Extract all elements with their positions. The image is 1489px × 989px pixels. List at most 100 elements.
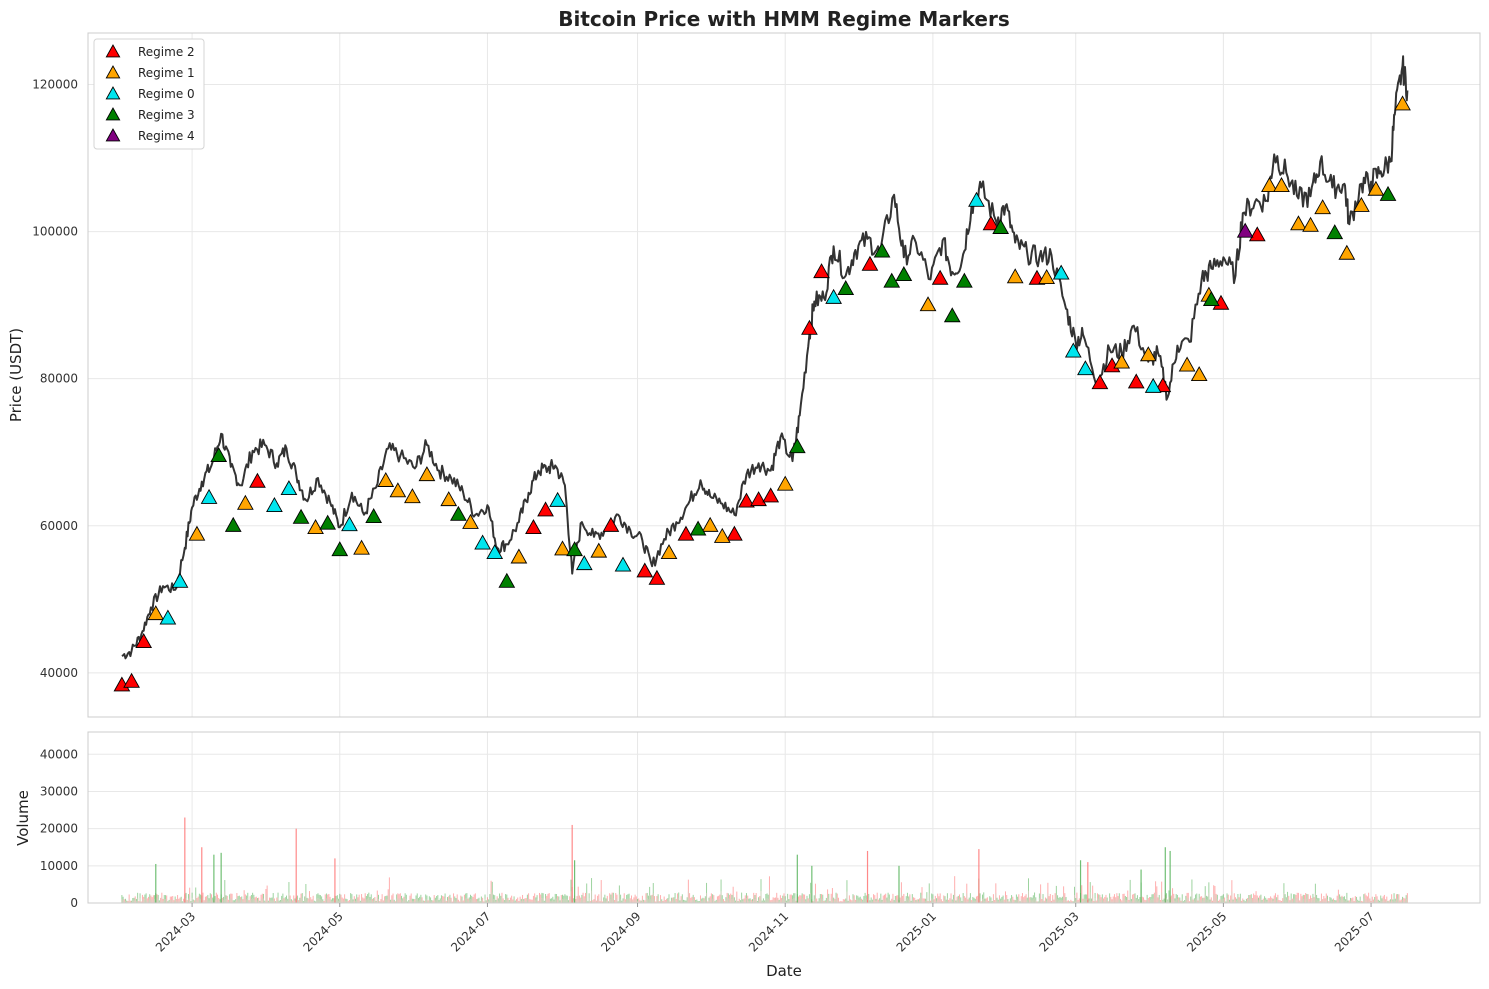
regime-marker [1144, 377, 1162, 393]
legend: Regime 2 Regime 1 Regime 0 Regime 3 Regime 4 [93, 38, 205, 150]
regime-marker [575, 555, 593, 571]
regime-marker [389, 482, 407, 498]
price-y-axis-label: Price (USDT) [7, 328, 25, 422]
legend-marker [105, 107, 121, 121]
regime-marker [537, 501, 554, 517]
regime-marker [726, 525, 743, 541]
regime-marker [1302, 216, 1319, 232]
regime-marker [614, 556, 632, 572]
regime-marker [236, 494, 254, 510]
regime-marker [486, 544, 504, 560]
regime-marker [873, 242, 891, 258]
regime-marker [377, 471, 395, 487]
regime-marker [837, 280, 855, 295]
regime-marker [440, 491, 458, 507]
regime-marker [418, 466, 436, 482]
regime-marker [1113, 353, 1131, 369]
regime-marker [224, 516, 242, 532]
regime-marker [147, 605, 165, 621]
regime-marker [825, 288, 842, 304]
regime-marker [801, 319, 818, 335]
regime-marker [636, 562, 654, 578]
price-line [121, 55, 1409, 660]
regime-marker [450, 505, 467, 521]
regime-marker [1379, 185, 1397, 201]
price-y-tick: 80000 [40, 372, 78, 386]
regime-marker [331, 541, 349, 557]
regime-marker [1202, 291, 1220, 307]
regime-marker [1139, 346, 1157, 362]
regime-marker [738, 492, 755, 508]
regime-marker [365, 508, 383, 523]
regime-marker [1314, 199, 1332, 215]
legend-label: Regime 1 [138, 66, 195, 80]
regime-marker [1190, 366, 1208, 382]
volume-y-axis-label: Volume [14, 790, 32, 846]
volume-plot-frame [87, 731, 1481, 904]
regime-4-markers [1236, 222, 1254, 238]
regime-marker [249, 472, 266, 488]
regime-marker [1178, 356, 1196, 372]
legend-label: Regime 3 [138, 108, 195, 122]
legend-marker [105, 44, 121, 58]
volume-y-tick: 40000 [40, 747, 78, 761]
regime-marker [566, 541, 583, 557]
price-y-tick: 100000 [32, 225, 78, 239]
regime-marker [319, 514, 337, 530]
regime-marker [968, 191, 985, 207]
volume-y-tick-labels: 0 10000 20000 30000 40000 [40, 747, 78, 910]
regime-marker [280, 480, 298, 496]
regime-marker [1236, 222, 1254, 238]
regime-marker [1038, 268, 1056, 284]
price-plot-frame [87, 32, 1481, 718]
regime-marker [341, 516, 358, 532]
regime-marker [292, 508, 310, 524]
regime-marker [1338, 244, 1356, 260]
regime-marker [135, 633, 153, 649]
regime-marker [861, 255, 879, 271]
regime-marker [955, 272, 973, 288]
regime-marker [1052, 264, 1070, 280]
price-series [121, 55, 1409, 660]
regime-marker [701, 516, 719, 532]
regime-marker [590, 542, 608, 558]
regime-marker [1290, 215, 1307, 231]
regime-marker [689, 520, 707, 536]
regime-marker [943, 307, 961, 323]
legend-box [93, 38, 205, 150]
regime-marker [895, 266, 913, 282]
legend-marker [105, 128, 121, 142]
regime-marker [188, 525, 206, 541]
regime-marker [1326, 224, 1344, 240]
regime-marker [1248, 226, 1266, 242]
regime-marker [353, 539, 370, 555]
price-y-tick: 60000 [40, 519, 78, 533]
regime-marker [266, 496, 283, 512]
x-axis-label: Date [766, 962, 802, 980]
regime-marker [762, 487, 780, 503]
regime-marker [1261, 177, 1278, 193]
regime-marker [123, 672, 140, 688]
chart-title: Bitcoin Price with HMM Regime Markers [558, 7, 1010, 31]
regime-markers [113, 95, 1411, 692]
regime-marker [404, 488, 421, 504]
regime-marker [992, 218, 1010, 234]
regime-2-markers [159, 191, 1162, 625]
regime-marker [210, 446, 228, 462]
regime-marker [776, 475, 794, 491]
price-y-tick: 40000 [40, 666, 78, 680]
regime-marker [462, 513, 479, 529]
legend-label: Regime 4 [138, 129, 195, 143]
regime-marker [1064, 342, 1082, 358]
price-y-tick: 120000 [32, 77, 78, 91]
volume-y-tick: 0 [70, 896, 78, 910]
legend-label: Regime 2 [138, 45, 195, 59]
regime-1-markers [147, 95, 1411, 621]
regime-marker [171, 572, 189, 588]
regime-marker [982, 215, 1000, 231]
legend-marker [105, 65, 121, 79]
regime-marker [931, 269, 949, 285]
regime-marker [883, 272, 901, 288]
regime-marker [525, 519, 542, 535]
